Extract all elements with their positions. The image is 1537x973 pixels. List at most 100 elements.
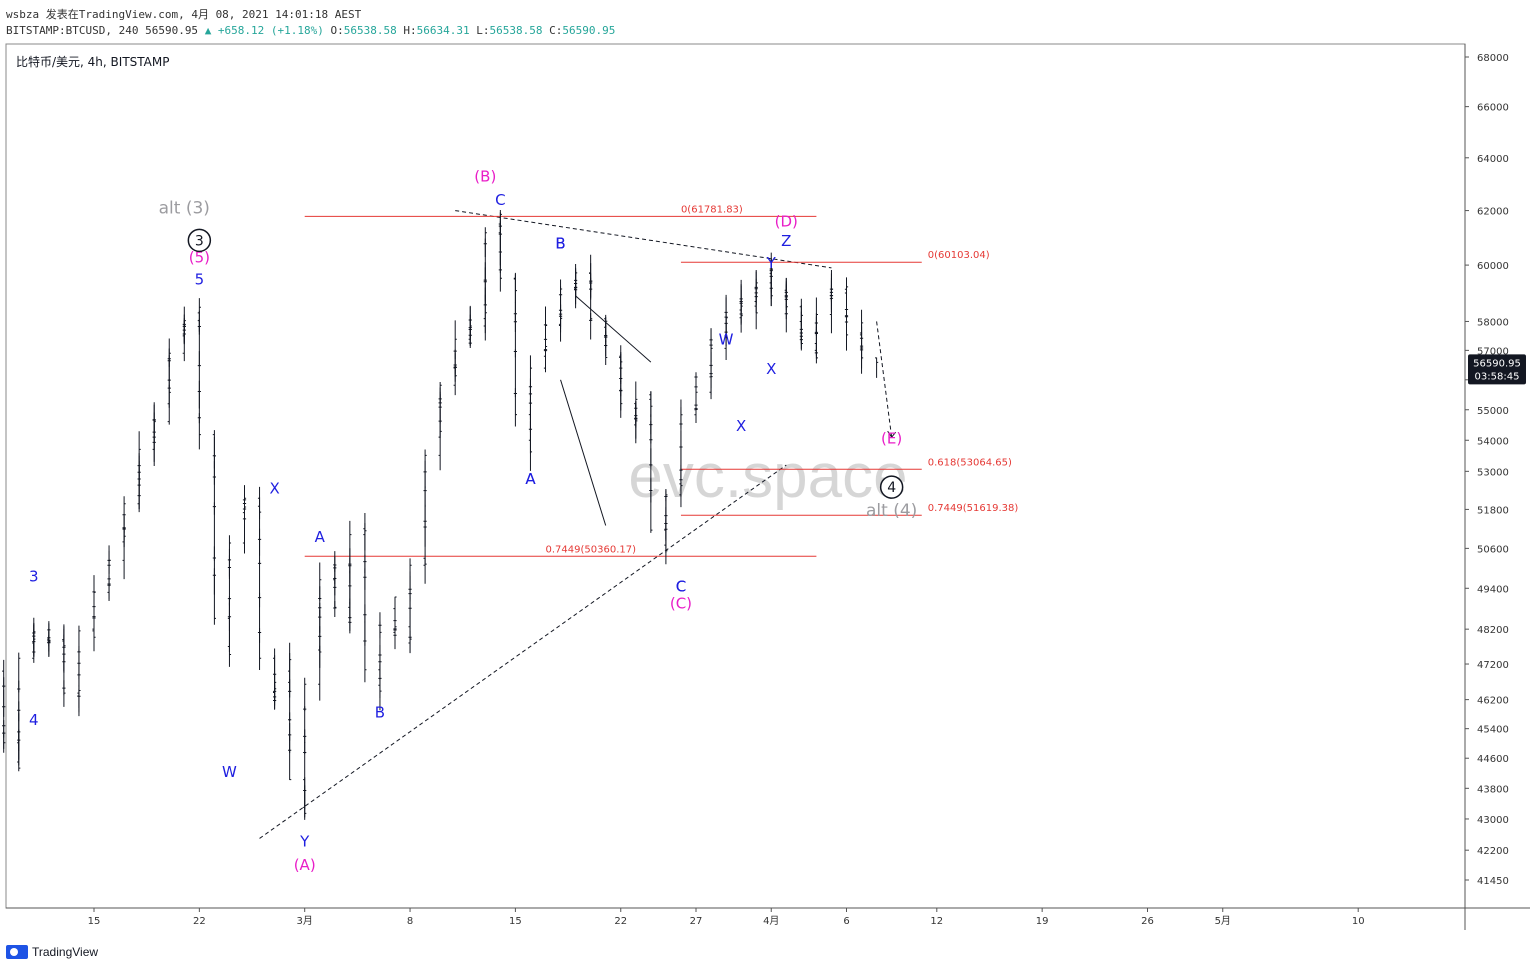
- x-tick-label: 6: [843, 916, 849, 927]
- y-tick-label: 53000: [1477, 467, 1509, 478]
- wave-label-blue: X: [736, 417, 746, 435]
- wave-label-magenta: (5): [189, 248, 210, 266]
- ohlc-bar: [348, 520, 352, 584]
- high-value: 56634.31: [416, 24, 470, 37]
- wave-label-blue: A: [315, 528, 326, 546]
- tradingview-wordmark: TradingView: [32, 945, 99, 959]
- ohlc-bar: [453, 320, 457, 360]
- ohlc-bar: [333, 600, 337, 609]
- ohlc-bar: [273, 673, 277, 700]
- x-tick-label: 15: [88, 916, 101, 927]
- wave-label-blue: Y: [766, 254, 777, 272]
- ohlc-bar: [619, 388, 623, 418]
- x-tick-label: 12: [930, 916, 943, 927]
- fib-level-label: 0(61781.83): [681, 204, 743, 215]
- y-tick-label: 49400: [1477, 584, 1509, 595]
- alt-wave-label: alt (3): [159, 198, 210, 218]
- ohlc-bar: [17, 652, 21, 693]
- fib-level-label: 0.7449(50360.17): [546, 544, 637, 555]
- y-tick-label: 46200: [1477, 696, 1509, 707]
- alt-wave-label: alt (4): [866, 501, 917, 521]
- ohlc-bar: [167, 338, 171, 367]
- y-tick-label: 64000: [1477, 154, 1509, 165]
- x-tick-label: 19: [1036, 916, 1049, 927]
- upper-trendline: [455, 210, 832, 269]
- ohlc-bar: [303, 706, 307, 744]
- x-tick-label: 22: [193, 916, 206, 927]
- wedge-lines: [560, 295, 652, 526]
- ohlc-bar: [844, 312, 849, 351]
- ohlc-bar: [664, 490, 668, 502]
- ohlc-bar: [378, 621, 382, 639]
- bar-countdown: 03:58:45: [1475, 371, 1520, 382]
- wave-label-blue: W: [222, 763, 237, 781]
- circled-wave-ring: [879, 475, 904, 499]
- ohlc-bar: [709, 328, 713, 369]
- circled-wave-number: 3: [195, 233, 204, 249]
- ohlc-bar: [242, 491, 247, 505]
- ohlc-bar: [257, 528, 262, 565]
- x-tick-label: 3月: [297, 915, 313, 927]
- fib-level-label: 0.618(53064.65): [928, 457, 1012, 468]
- ohlc-bar: [574, 267, 578, 290]
- ohlc-bar: [47, 631, 51, 647]
- ohlc-bar: [423, 449, 427, 489]
- x-tick-label: 5月: [1215, 915, 1231, 927]
- fib-level-label: 0(60103.04): [928, 250, 990, 261]
- last-price-tag-value: 56590.95: [1473, 358, 1521, 369]
- y-tick-label: 41450: [1477, 876, 1509, 887]
- wave-label-blue: A: [525, 470, 536, 488]
- tradingview-logo[interactable]: TradingView: [6, 945, 98, 959]
- wave-label-blue: X: [269, 479, 279, 497]
- open-value: 56538.58: [343, 24, 397, 37]
- symbol[interactable]: BITSTAMP:BTCUSD, 240: [6, 24, 139, 37]
- x-tick-label: 10: [1352, 916, 1365, 927]
- ohlc-bar: [724, 294, 728, 333]
- wave-label-blue: C: [676, 578, 686, 596]
- ohlc-bar: [799, 331, 803, 349]
- wave-label-blue: W: [719, 331, 734, 349]
- y-tick-label: 58000: [1477, 317, 1509, 328]
- ohlc-bar: [679, 399, 683, 429]
- ohlc-bar: [769, 271, 773, 306]
- y-tick-label: 54000: [1477, 436, 1509, 447]
- ohlc-bar: [212, 568, 216, 625]
- ohlc-bar: [227, 535, 232, 577]
- ohlc-bar: [754, 278, 758, 290]
- ohlc-bar: [513, 388, 517, 427]
- ohlc-bar: [634, 381, 638, 428]
- x-tick-label: 27: [690, 916, 703, 927]
- change: ▲ +658.12 (+1.18%): [204, 24, 324, 37]
- ohlc-bar: [784, 302, 788, 333]
- x-tick-label: 4月: [763, 915, 779, 927]
- ohlc-bar: [197, 413, 201, 450]
- last-price-tag: [1468, 354, 1526, 385]
- ohlc-bar: [152, 412, 156, 431]
- ohlc-bar: [2, 731, 6, 753]
- ohlc-bar: [483, 227, 487, 258]
- watermark: evc.space: [628, 442, 907, 511]
- ohlc-bar: [694, 372, 698, 396]
- ohlc-bar: [543, 306, 548, 330]
- y-tick-label: 60000: [1477, 261, 1509, 272]
- wave-label-magenta: (B): [474, 167, 496, 185]
- ohlc-bar: [604, 340, 608, 365]
- ohlc-bar: [77, 625, 81, 653]
- ohlc-bar: [318, 562, 322, 601]
- ohlc-bar: [814, 297, 818, 334]
- tradingview-icon: [6, 945, 28, 959]
- y-tick-label: 42200: [1477, 846, 1509, 857]
- y-tick-label: 43000: [1477, 815, 1509, 826]
- y-tick-label: 62000: [1477, 207, 1509, 218]
- ohlc-bar: [393, 620, 397, 648]
- chart-legend: 比特币/美元, 4h, BITSTAMP: [16, 54, 169, 69]
- ohlc-bar: [257, 628, 262, 671]
- x-tick-label: 26: [1141, 916, 1154, 927]
- close-label: C:: [549, 24, 563, 37]
- low-value: 56538.58: [489, 24, 543, 37]
- y-tick-label: 45400: [1477, 725, 1509, 736]
- ohlc-bar: [288, 736, 292, 781]
- ohlc-bar: [92, 590, 96, 598]
- y-tick-label: 47200: [1477, 660, 1509, 671]
